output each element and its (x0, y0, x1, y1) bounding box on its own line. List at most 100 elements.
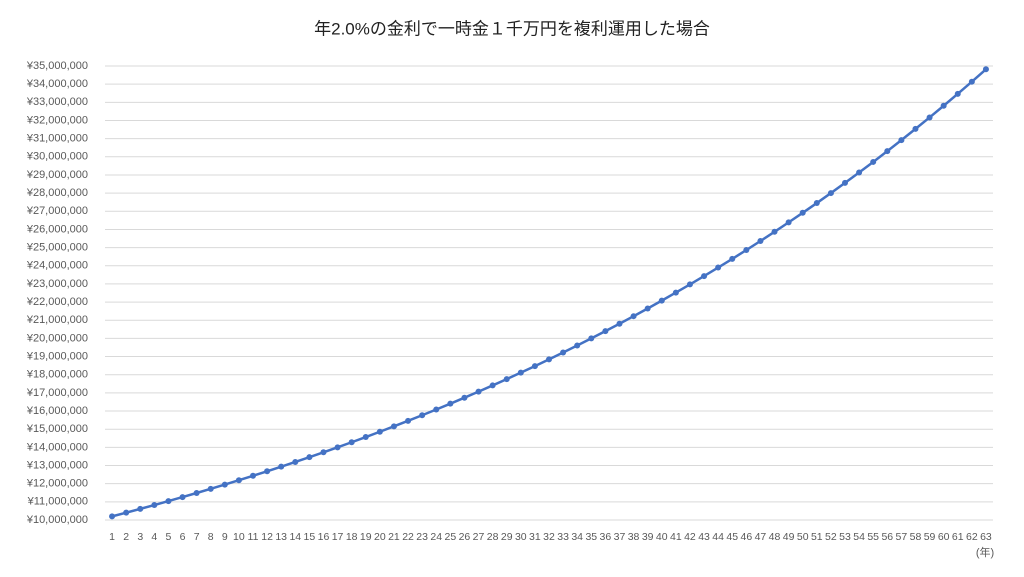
data-point (503, 376, 510, 383)
y-tick-label: ¥11,000,000 (27, 496, 88, 508)
data-point (701, 273, 708, 280)
data-point (940, 102, 947, 109)
y-tick-label: ¥13,000,000 (26, 459, 88, 471)
data-point (461, 394, 468, 401)
data-point (926, 114, 933, 121)
data-point (912, 125, 919, 132)
data-point (968, 78, 975, 85)
data-point (799, 209, 806, 216)
data-point (151, 502, 158, 509)
x-tick-label: 17 (332, 531, 344, 543)
x-tick-label: 40 (656, 531, 668, 543)
x-tick-label: 48 (769, 531, 781, 543)
data-point (376, 428, 383, 435)
data-point (729, 255, 736, 262)
y-tick-label: ¥25,000,000 (26, 242, 88, 254)
data-point (898, 137, 905, 144)
x-tick-label: 5 (166, 531, 172, 543)
y-tick-label: ¥35,000,000 (26, 60, 88, 72)
x-tick-label: 1 (109, 531, 115, 543)
data-point (348, 439, 355, 446)
data-point (546, 356, 552, 363)
y-tick-label: ¥16,000,000 (26, 405, 88, 417)
y-tick-label: ¥29,000,000 (26, 169, 88, 181)
x-tick-label: 62 (966, 531, 978, 543)
x-tick-label: 29 (501, 531, 513, 543)
x-tick-label: 13 (275, 531, 287, 543)
x-tick-label: 19 (360, 531, 372, 543)
x-tick-label: 47 (755, 531, 767, 543)
data-point (433, 406, 440, 413)
x-tick-label: 54 (853, 531, 865, 543)
x-tick-label: 7 (194, 531, 200, 543)
x-tick-label: 33 (557, 531, 569, 543)
y-tick-label: ¥12,000,000 (26, 478, 88, 490)
x-tick-label: 28 (487, 531, 499, 543)
data-point (813, 200, 820, 207)
x-tick-label: 42 (684, 531, 696, 543)
x-tick-label: 53 (839, 531, 851, 543)
x-tick-label: 12 (261, 531, 273, 543)
data-point (602, 328, 609, 335)
x-tick-label: 46 (740, 531, 752, 543)
x-tick-label: 31 (529, 531, 541, 543)
x-tick-label: 10 (233, 531, 245, 543)
y-tick-label: ¥28,000,000 (26, 187, 88, 199)
x-tick-label: 36 (600, 531, 612, 543)
data-point (207, 485, 214, 492)
data-point (574, 342, 581, 349)
x-tick-label: 60 (938, 531, 950, 543)
x-tick-label: 45 (726, 531, 738, 543)
y-tick-label: ¥20,000,000 (26, 332, 88, 344)
x-tick-label: 52 (825, 531, 837, 543)
data-point (827, 190, 834, 197)
data-point (715, 264, 722, 271)
data-point (644, 305, 651, 312)
x-tick-label: 21 (388, 531, 400, 543)
data-point (560, 349, 567, 356)
x-tick-label: 27 (473, 531, 485, 543)
x-tick-label: 2 (123, 531, 129, 543)
x-tick-label: 23 (416, 531, 428, 543)
x-tick-label: 3 (137, 531, 143, 543)
x-tick-label: 24 (430, 531, 442, 543)
x-tick-label: 57 (896, 531, 908, 543)
data-point (137, 505, 144, 512)
x-tick-label: 59 (924, 531, 936, 543)
data-point (165, 498, 172, 505)
y-tick-label: ¥10,000,000 (26, 514, 88, 526)
x-tick-label: 56 (881, 531, 893, 543)
x-tick-label: 39 (642, 531, 654, 543)
data-point (221, 481, 228, 488)
y-tick-label: ¥18,000,000 (26, 369, 88, 381)
data-point (179, 494, 186, 501)
y-tick-label: ¥15,000,000 (26, 423, 88, 435)
y-tick-label: ¥27,000,000 (26, 205, 88, 217)
x-tick-label: 37 (614, 531, 626, 543)
x-tick-label: 32 (543, 531, 555, 543)
x-tick-label: 20 (374, 531, 386, 543)
y-tick-label: ¥22,000,000 (26, 296, 88, 308)
x-tick-label: 25 (444, 531, 456, 543)
x-tick-label: 9 (222, 531, 228, 543)
x-tick-label: 41 (670, 531, 682, 543)
x-tick-label: 6 (180, 531, 186, 543)
chart-title: 年2.0%の金利で一時金１千万円を複利運用した場合 (314, 19, 710, 38)
x-tick-label: 55 (867, 531, 879, 543)
y-tick-label: ¥30,000,000 (26, 151, 88, 163)
x-tick-label: 15 (304, 531, 316, 543)
y-tick-label: ¥31,000,000 (26, 133, 88, 145)
x-tick-label: 8 (208, 531, 214, 543)
data-point (193, 489, 200, 496)
y-tick-label: ¥32,000,000 (26, 114, 88, 126)
x-tick-label: 30 (515, 531, 527, 543)
y-tick-label: ¥21,000,000 (26, 314, 88, 326)
x-tick-label: 4 (151, 531, 157, 543)
data-point (123, 509, 130, 516)
data-point (785, 219, 792, 226)
x-tick-label: 18 (346, 531, 358, 543)
data-point (743, 247, 750, 254)
data-point (672, 289, 679, 296)
